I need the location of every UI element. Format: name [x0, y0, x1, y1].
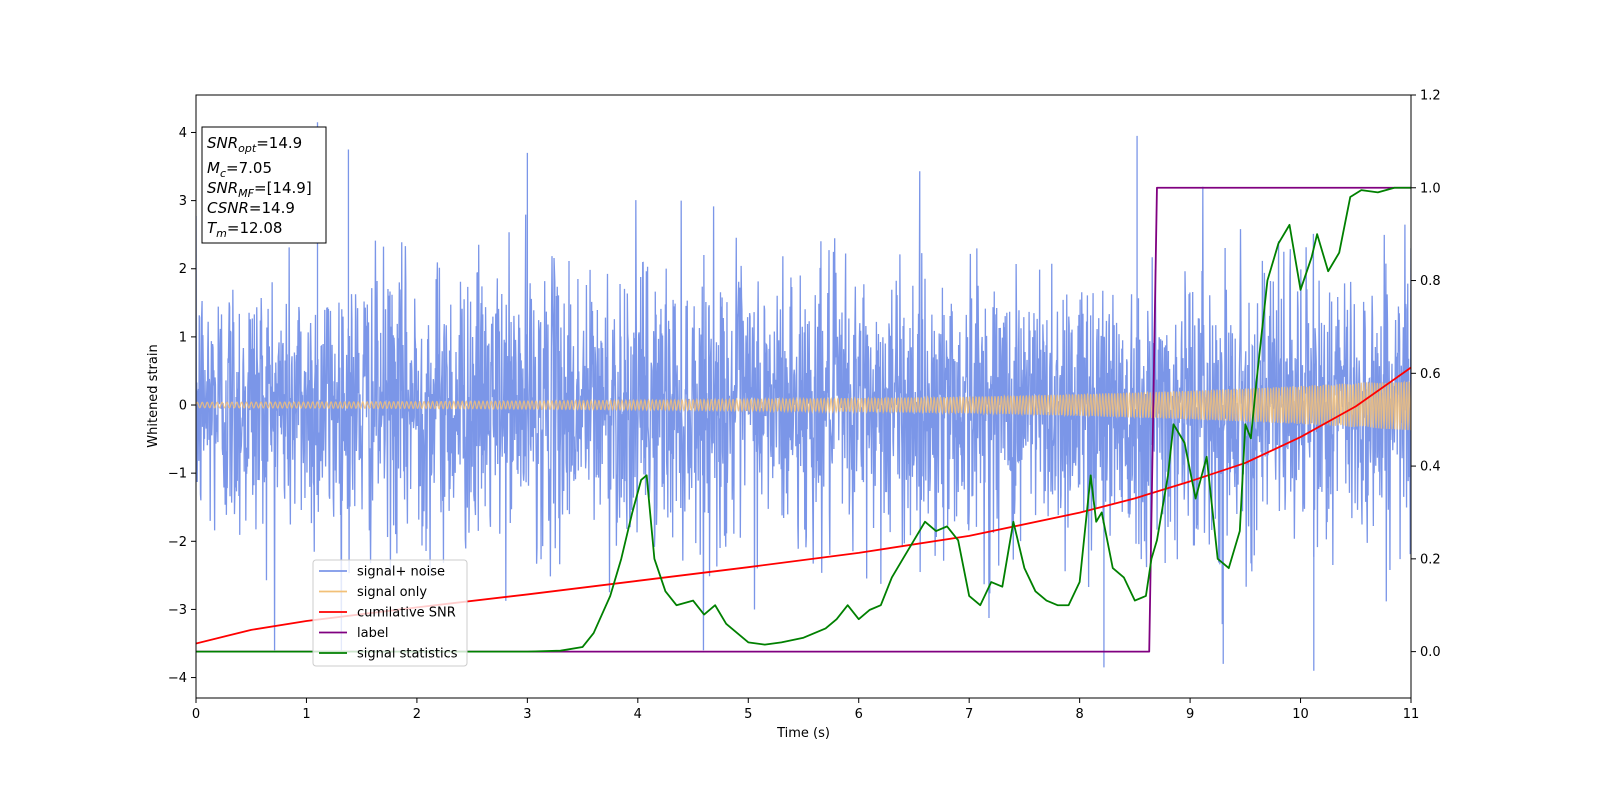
legend-entry: signal only [357, 585, 427, 600]
x-tick-label: 6 [855, 707, 863, 722]
y-tick-label: −3 [168, 603, 187, 618]
x-tick-label: 11 [1403, 707, 1420, 722]
legend-entry: label [357, 626, 388, 641]
legend: signal+ noise signal only cumilative SNR la… [312, 559, 468, 667]
plot-frame [195, 94, 1412, 699]
y2-tick-label: 0.4 [1420, 460, 1441, 475]
x-tick-label: 8 [1075, 707, 1083, 722]
y-tick-label: 3 [179, 194, 187, 209]
statistics-box-line: Mc=7.05 [207, 159, 272, 180]
y2-tick-label: 1.0 [1420, 181, 1441, 196]
y2-tick-label: 0.0 [1420, 645, 1441, 660]
statistics-box-line: SNRopt=14.9 [207, 134, 302, 155]
statistics-box-frame [201, 126, 327, 244]
y-tick-label: 1 [179, 330, 187, 345]
y-tick-label: −4 [168, 671, 187, 686]
y2-tick-label: 0.2 [1420, 552, 1441, 567]
y-tick-label: 2 [179, 262, 187, 277]
legend-entry: signal+ noise [357, 565, 445, 580]
x-tick-label: 5 [744, 707, 752, 722]
y-tick-label: −1 [168, 467, 187, 482]
x-tick-label: 9 [1186, 707, 1194, 722]
x-tick-label: 4 [634, 707, 642, 722]
axes: 0 1 2 3 4 5 6 7 8 9 10 11 −4 −3 −2 −1 0 1 2 3 4 0.0 0.2 0.4 0.6 0… [168, 89, 1441, 723]
x-tick-label: 1 [302, 707, 310, 722]
series-signal-only-line [196, 380, 1411, 431]
y-axis-label: Whitened strain [146, 344, 161, 447]
y-tick-label: 4 [179, 126, 187, 141]
y2-tick-label: 1.2 [1420, 89, 1441, 104]
plot-area [196, 122, 1411, 671]
y2-tick-label: 0.8 [1420, 274, 1441, 289]
x-tick-label: 7 [965, 707, 973, 722]
statistics-box-line: Tm=12.08 [207, 219, 282, 240]
statistics-box-line: SNRMF=[14.9] [207, 179, 312, 200]
statistics-box-line: CSNR=14.9 [207, 199, 295, 217]
y-tick-label: 0 [179, 399, 187, 414]
legend-entry: cumilative SNR [357, 606, 456, 621]
x-tick-label: 2 [413, 707, 421, 722]
x-axis-label: Time (s) [776, 726, 830, 741]
y-tick-label: −2 [168, 535, 187, 550]
legend-entry: signal statistics [357, 647, 458, 662]
x-tick-label: 3 [523, 707, 531, 722]
legend-frame [312, 559, 468, 667]
x-tick-label: 10 [1292, 707, 1309, 722]
series-signal-statistics-line [196, 186, 1411, 653]
series-signal-plus-noise-line [196, 171, 1411, 651]
x-tick-label: 0 [192, 707, 200, 722]
series-label-line [196, 186, 1411, 653]
y2-tick-label: 0.6 [1420, 367, 1441, 382]
